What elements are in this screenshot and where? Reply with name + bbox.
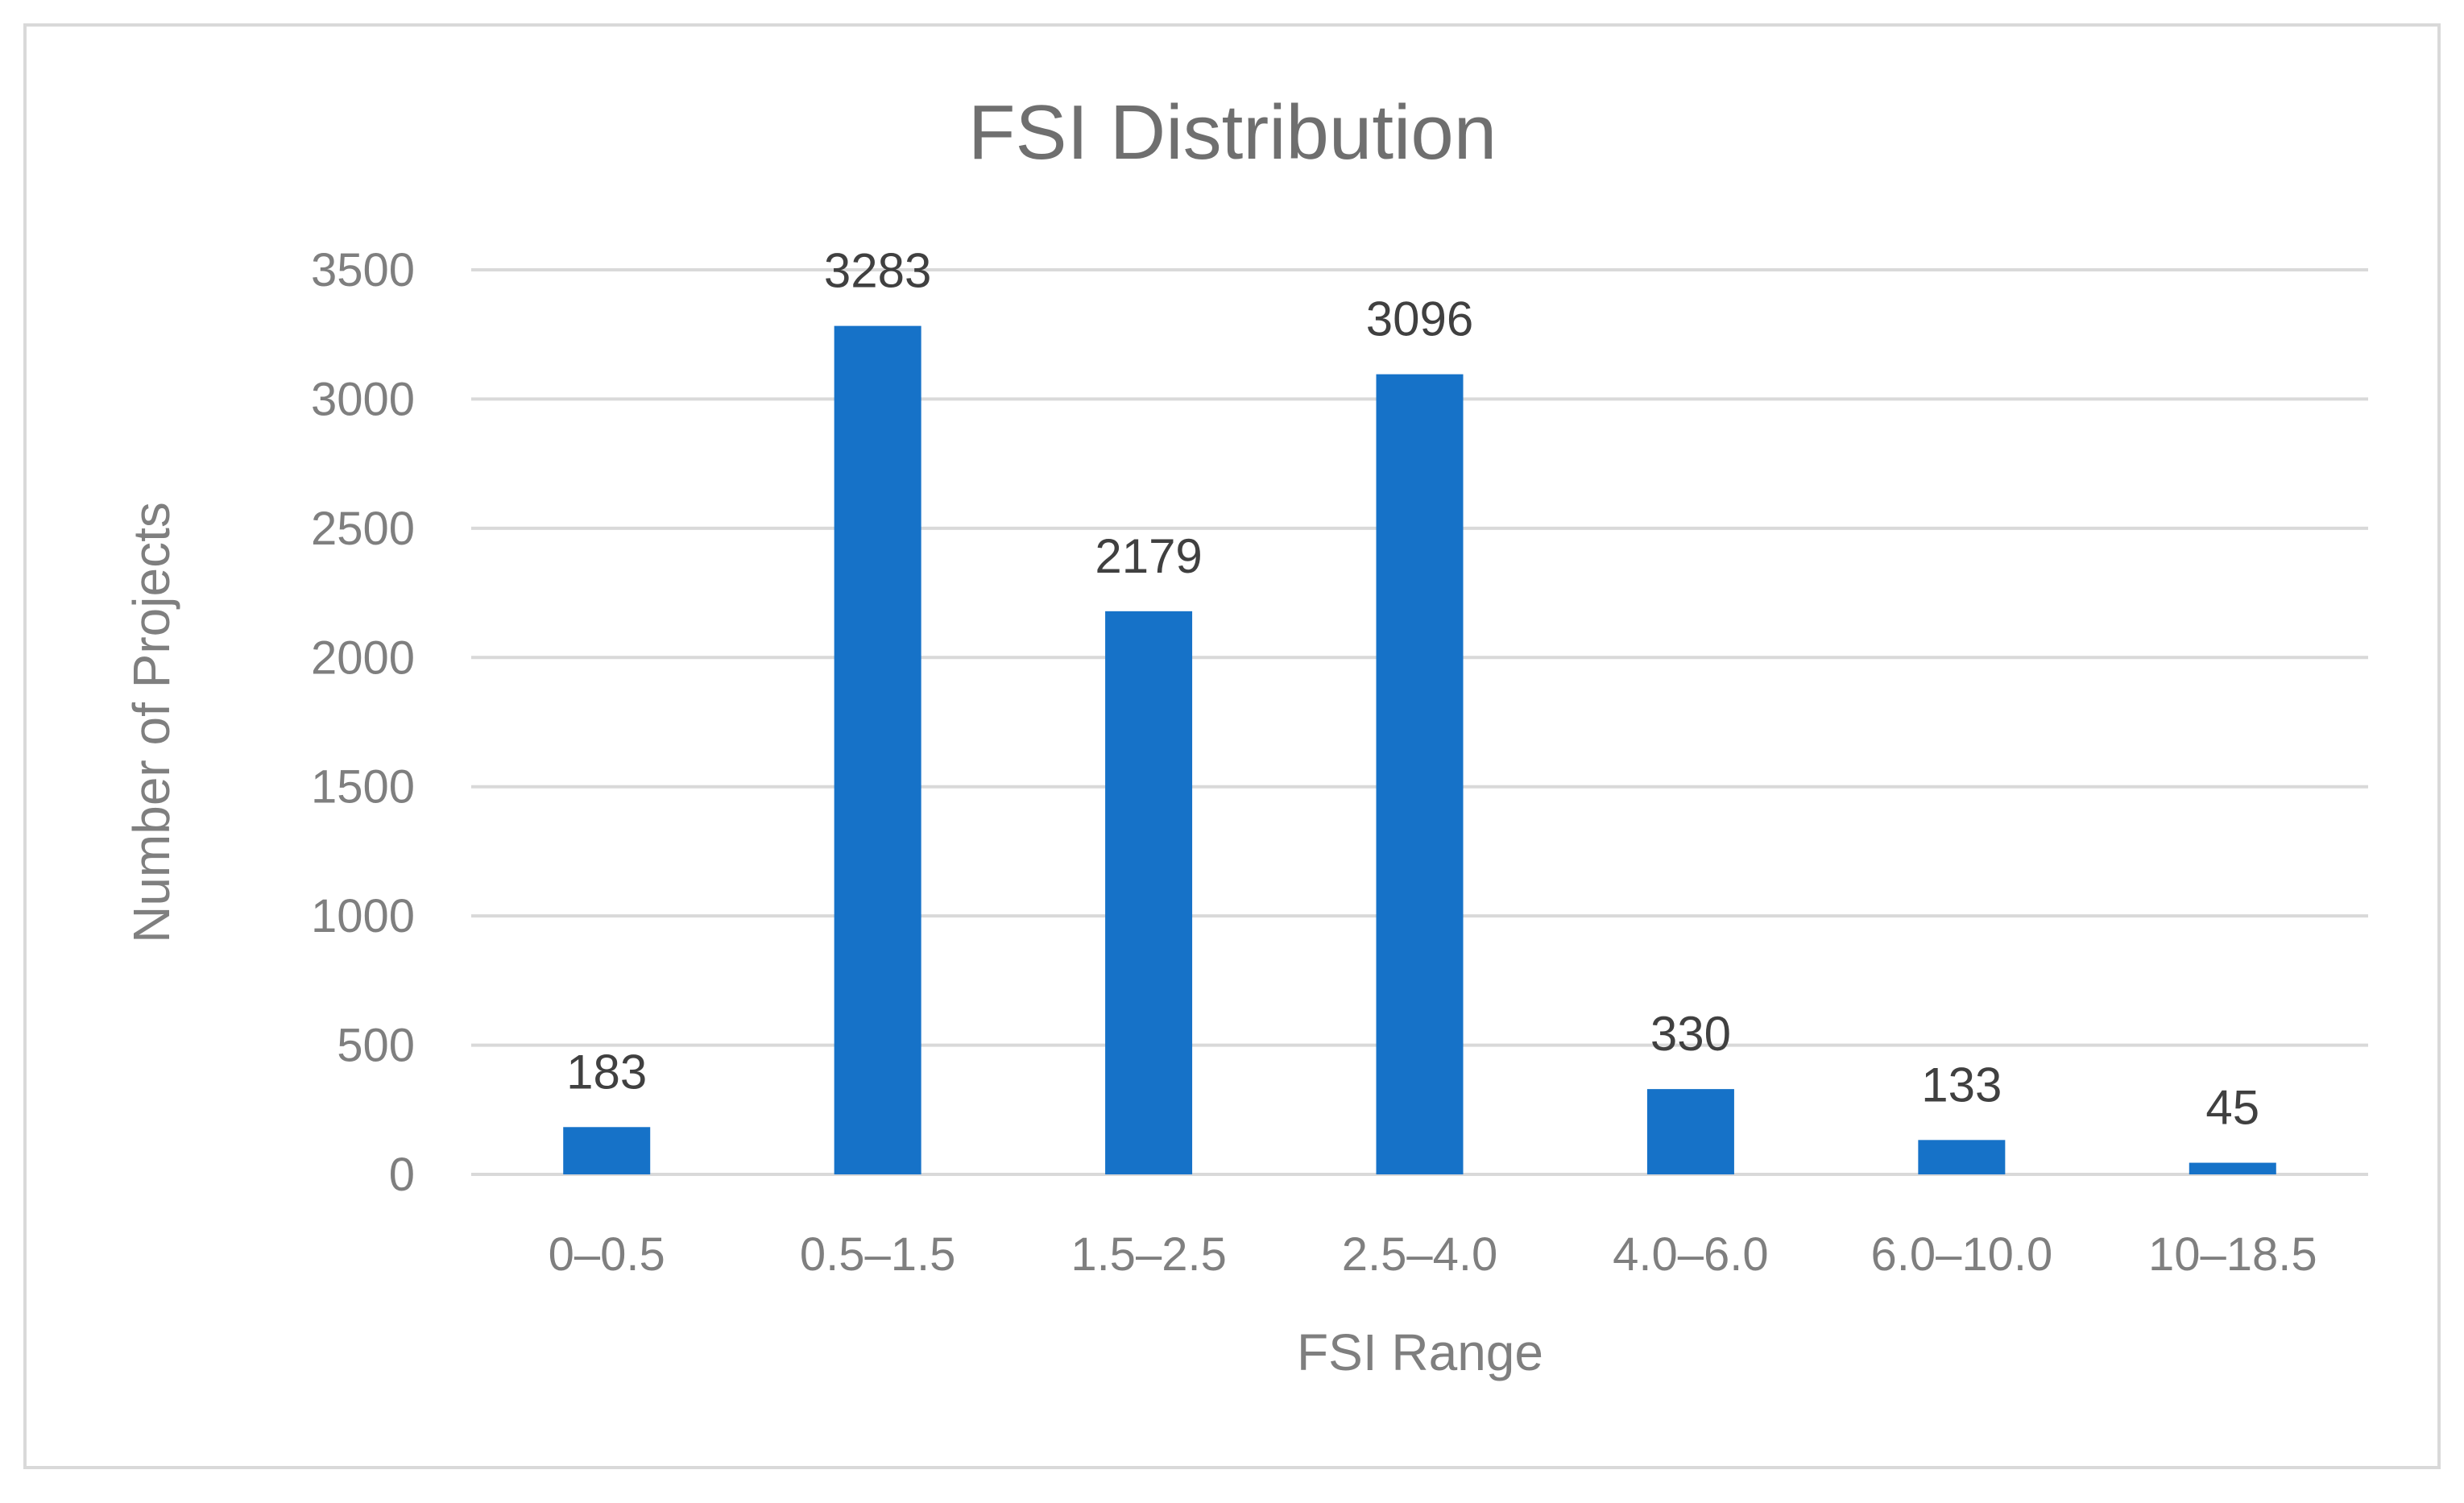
x-tick-label: 0–0.5 [549,1228,665,1281]
y-tick-label: 1500 [311,761,415,814]
data-label: 3096 [1366,292,1473,346]
bar [1646,1089,1734,1174]
bar [834,325,921,1175]
x-tick-label: 2.5–4.0 [1342,1228,1498,1281]
data-label: 330 [1650,1007,1731,1061]
y-tick-label: 3500 [311,244,415,296]
data-label: 2179 [1095,529,1202,583]
data-label: 45 [2205,1081,2259,1135]
bar [1918,1140,2006,1174]
x-axis-ticks: 0–0.5 0.5–1.5 1.5–2.5 2.5–4.0 4.0–6.0 6.0–10.… [549,1228,2317,1281]
x-tick-label: 1.5–2.5 [1070,1228,1227,1281]
y-axis-ticks: 0 500 1000 1500 2000 2500 3000 3500 [311,244,415,1201]
y-axis-title: Number of Projects [122,502,180,943]
bars [563,325,2276,1175]
x-tick-label: 10–18.5 [2148,1228,2317,1281]
data-label: 3283 [824,244,931,298]
y-tick-label: 500 [337,1020,415,1072]
y-tick-label: 1000 [311,890,415,942]
bar [1105,611,1193,1174]
bar [2189,1162,2276,1174]
bar [1376,374,1464,1174]
data-labels: 183 3283 2179 3096 330 133 45 [566,244,2259,1135]
chart-frame [23,23,2441,1469]
y-tick-label: 2500 [311,503,415,555]
x-tick-label: 6.0–10.0 [1870,1228,2052,1281]
y-tick-label: 2000 [311,631,415,684]
y-tick-label: 3000 [311,373,415,425]
data-label: 183 [566,1045,647,1099]
x-tick-label: 4.0–6.0 [1613,1228,1769,1281]
bar [563,1127,651,1174]
x-tick-label: 0.5–1.5 [800,1228,956,1281]
data-label: 133 [1921,1058,2002,1112]
chart-title: FSI Distribution [968,89,1497,176]
y-tick-label: 0 [389,1149,415,1201]
x-axis-title: FSI Range [1297,1323,1543,1381]
